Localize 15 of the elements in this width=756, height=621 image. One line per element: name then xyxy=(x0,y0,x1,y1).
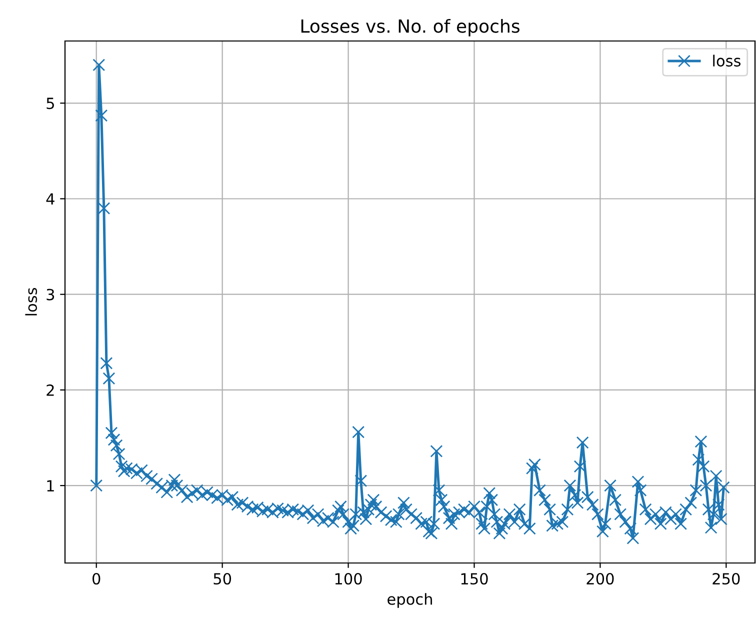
y-tick-label: 1 xyxy=(47,480,54,492)
y-axis-title: loss xyxy=(25,288,38,316)
x-tick-label: 200 xyxy=(586,572,614,585)
x-tick-label: 250 xyxy=(712,572,740,585)
x-tick-label: 0 xyxy=(92,572,100,585)
x-axis-title: epoch xyxy=(388,593,432,608)
y-tick-label: 4 xyxy=(46,193,54,205)
legend-label: loss xyxy=(713,54,741,67)
x-tick-label: 150 xyxy=(461,572,488,585)
x-tick-label: 100 xyxy=(335,572,362,585)
y-tick-label: 3 xyxy=(46,288,54,300)
y-tick-label: 2 xyxy=(46,384,54,396)
y-tick-label: 5 xyxy=(46,98,54,110)
chart-title: Losses vs. No. of epochs xyxy=(301,18,520,36)
x-tick-label: 50 xyxy=(214,572,232,585)
